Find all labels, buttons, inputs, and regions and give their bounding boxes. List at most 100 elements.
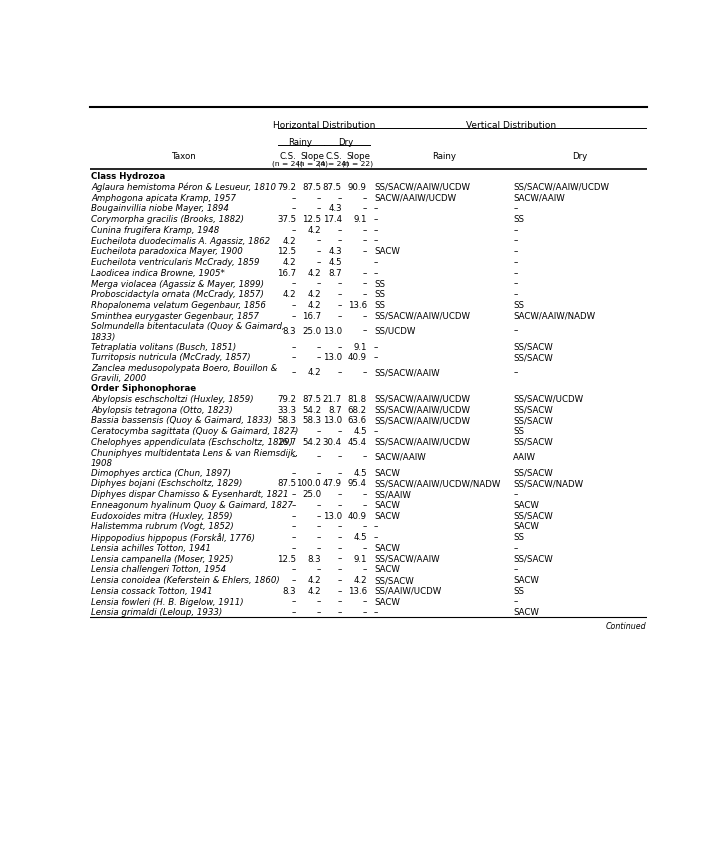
Text: 33.3: 33.3 <box>277 405 296 414</box>
Text: –: – <box>292 193 296 203</box>
Text: 45.4: 45.4 <box>348 437 367 446</box>
Text: 4.5: 4.5 <box>353 426 367 436</box>
Text: –: – <box>292 353 296 362</box>
Text: SS/SACW: SS/SACW <box>513 437 553 446</box>
Text: Hippopodius hippopus (Forskål, 1776): Hippopodius hippopus (Forskål, 1776) <box>91 533 255 543</box>
Text: –: – <box>513 236 518 246</box>
Text: –: – <box>362 490 367 499</box>
Text: 25.0: 25.0 <box>302 326 321 335</box>
Text: –: – <box>337 597 342 606</box>
Text: –: – <box>362 500 367 509</box>
Text: 40.9: 40.9 <box>348 511 367 520</box>
Text: SS/SACW/NADW: SS/SACW/NADW <box>513 479 584 488</box>
Text: 87.5: 87.5 <box>323 182 342 192</box>
Text: –: – <box>292 468 296 477</box>
Text: –: – <box>374 608 378 617</box>
Text: –: – <box>337 554 342 563</box>
Text: SS: SS <box>513 586 524 595</box>
Text: SS: SS <box>513 426 524 436</box>
Text: 1833): 1833) <box>91 333 116 341</box>
Text: –: – <box>513 326 518 335</box>
Text: –: – <box>362 311 367 321</box>
Text: –: – <box>317 522 321 531</box>
Text: –: – <box>317 247 321 256</box>
Text: –: – <box>362 279 367 288</box>
Text: 47.9: 47.9 <box>323 479 342 488</box>
Text: –: – <box>337 608 342 617</box>
Text: 54.2: 54.2 <box>302 437 321 446</box>
Text: –: – <box>337 193 342 203</box>
Text: 54.2: 54.2 <box>302 405 321 414</box>
Text: –: – <box>317 193 321 203</box>
Text: SACW/AAIW: SACW/AAIW <box>513 193 565 203</box>
Text: 16.7: 16.7 <box>277 437 296 446</box>
Text: –: – <box>362 193 367 203</box>
Text: Laodicea indica Browne, 1905*: Laodicea indica Browne, 1905* <box>91 268 225 278</box>
Text: Rhopalonema velatum Gegenbaur, 1856: Rhopalonema velatum Gegenbaur, 1856 <box>91 300 266 310</box>
Text: 4.2: 4.2 <box>308 300 321 310</box>
Text: 58.3: 58.3 <box>277 416 296 425</box>
Text: 68.2: 68.2 <box>348 405 367 414</box>
Text: –: – <box>337 311 342 321</box>
Text: C.S.: C.S. <box>279 152 296 161</box>
Text: –: – <box>362 290 367 299</box>
Text: –: – <box>337 490 342 499</box>
Text: –: – <box>337 236 342 246</box>
Text: 4.2: 4.2 <box>308 368 321 376</box>
Text: Class Hydrozoa: Class Hydrozoa <box>91 172 165 181</box>
Text: 87.5: 87.5 <box>302 182 321 192</box>
Text: Bougainvillia niobe Mayer, 1894: Bougainvillia niobe Mayer, 1894 <box>91 204 229 214</box>
Text: Diphyes dispar Chamisso & Eysenhardt, 1821: Diphyes dispar Chamisso & Eysenhardt, 18… <box>91 490 288 499</box>
Text: Lensia conoidea (Keferstein & Ehlers, 1860): Lensia conoidea (Keferstein & Ehlers, 18… <box>91 576 280 584</box>
Text: –: – <box>317 565 321 574</box>
Text: 4.2: 4.2 <box>283 236 296 246</box>
Text: –: – <box>317 452 321 461</box>
Text: SS/AAIW: SS/AAIW <box>374 490 411 499</box>
Text: 4.2: 4.2 <box>283 257 296 267</box>
Text: 12.5: 12.5 <box>277 247 296 256</box>
Text: SACW: SACW <box>374 597 400 606</box>
Text: Rainy: Rainy <box>431 152 456 161</box>
Text: –: – <box>337 279 342 288</box>
Text: –: – <box>292 597 296 606</box>
Text: (n = 24): (n = 24) <box>297 160 328 167</box>
Text: –: – <box>292 544 296 552</box>
Text: –: – <box>337 565 342 574</box>
Text: 4.2: 4.2 <box>283 290 296 299</box>
Text: –: – <box>513 565 518 574</box>
Text: 16.7: 16.7 <box>277 268 296 278</box>
Text: –: – <box>292 311 296 321</box>
Text: 1908: 1908 <box>91 458 113 467</box>
Text: –: – <box>292 533 296 542</box>
Text: 90.9: 90.9 <box>348 182 367 192</box>
Text: –: – <box>513 225 518 235</box>
Text: –: – <box>337 342 342 351</box>
Text: 79.2: 79.2 <box>277 394 296 403</box>
Text: –: – <box>337 544 342 552</box>
Text: Abylopsis eschscholtzi (Huxley, 1859): Abylopsis eschscholtzi (Huxley, 1859) <box>91 394 254 403</box>
Text: Zanclea medusopolypata Boero, Bouillon &: Zanclea medusopolypata Boero, Bouillon & <box>91 364 278 373</box>
Text: SACW: SACW <box>513 500 539 509</box>
Text: SS/SACW/AAIW/UCDW: SS/SACW/AAIW/UCDW <box>374 311 470 321</box>
Text: –: – <box>513 544 518 552</box>
Text: –: – <box>374 426 378 436</box>
Text: –: – <box>374 353 378 362</box>
Text: 4.2: 4.2 <box>308 225 321 235</box>
Text: Lensia cossack Totton, 1941: Lensia cossack Totton, 1941 <box>91 586 213 595</box>
Text: –: – <box>337 426 342 436</box>
Text: –: – <box>374 215 378 224</box>
Text: Tetraplatia volitans (Busch, 1851): Tetraplatia volitans (Busch, 1851) <box>91 342 237 351</box>
Text: SS: SS <box>374 279 385 288</box>
Text: –: – <box>292 490 296 499</box>
Text: SS/SACW: SS/SACW <box>513 405 553 414</box>
Text: 87.5: 87.5 <box>302 394 321 403</box>
Text: SS/SACW/AAIW/UCDW: SS/SACW/AAIW/UCDW <box>374 405 470 414</box>
Text: –: – <box>317 608 321 617</box>
Text: Corymorpha gracilis (Brooks, 1882): Corymorpha gracilis (Brooks, 1882) <box>91 215 244 224</box>
Text: –: – <box>292 452 296 461</box>
Text: –: – <box>362 452 367 461</box>
Text: SS/UCDW: SS/UCDW <box>374 326 416 335</box>
Text: Dimophyes arctica (Chun, 1897): Dimophyes arctica (Chun, 1897) <box>91 468 231 477</box>
Text: –: – <box>317 342 321 351</box>
Text: –: – <box>374 268 378 278</box>
